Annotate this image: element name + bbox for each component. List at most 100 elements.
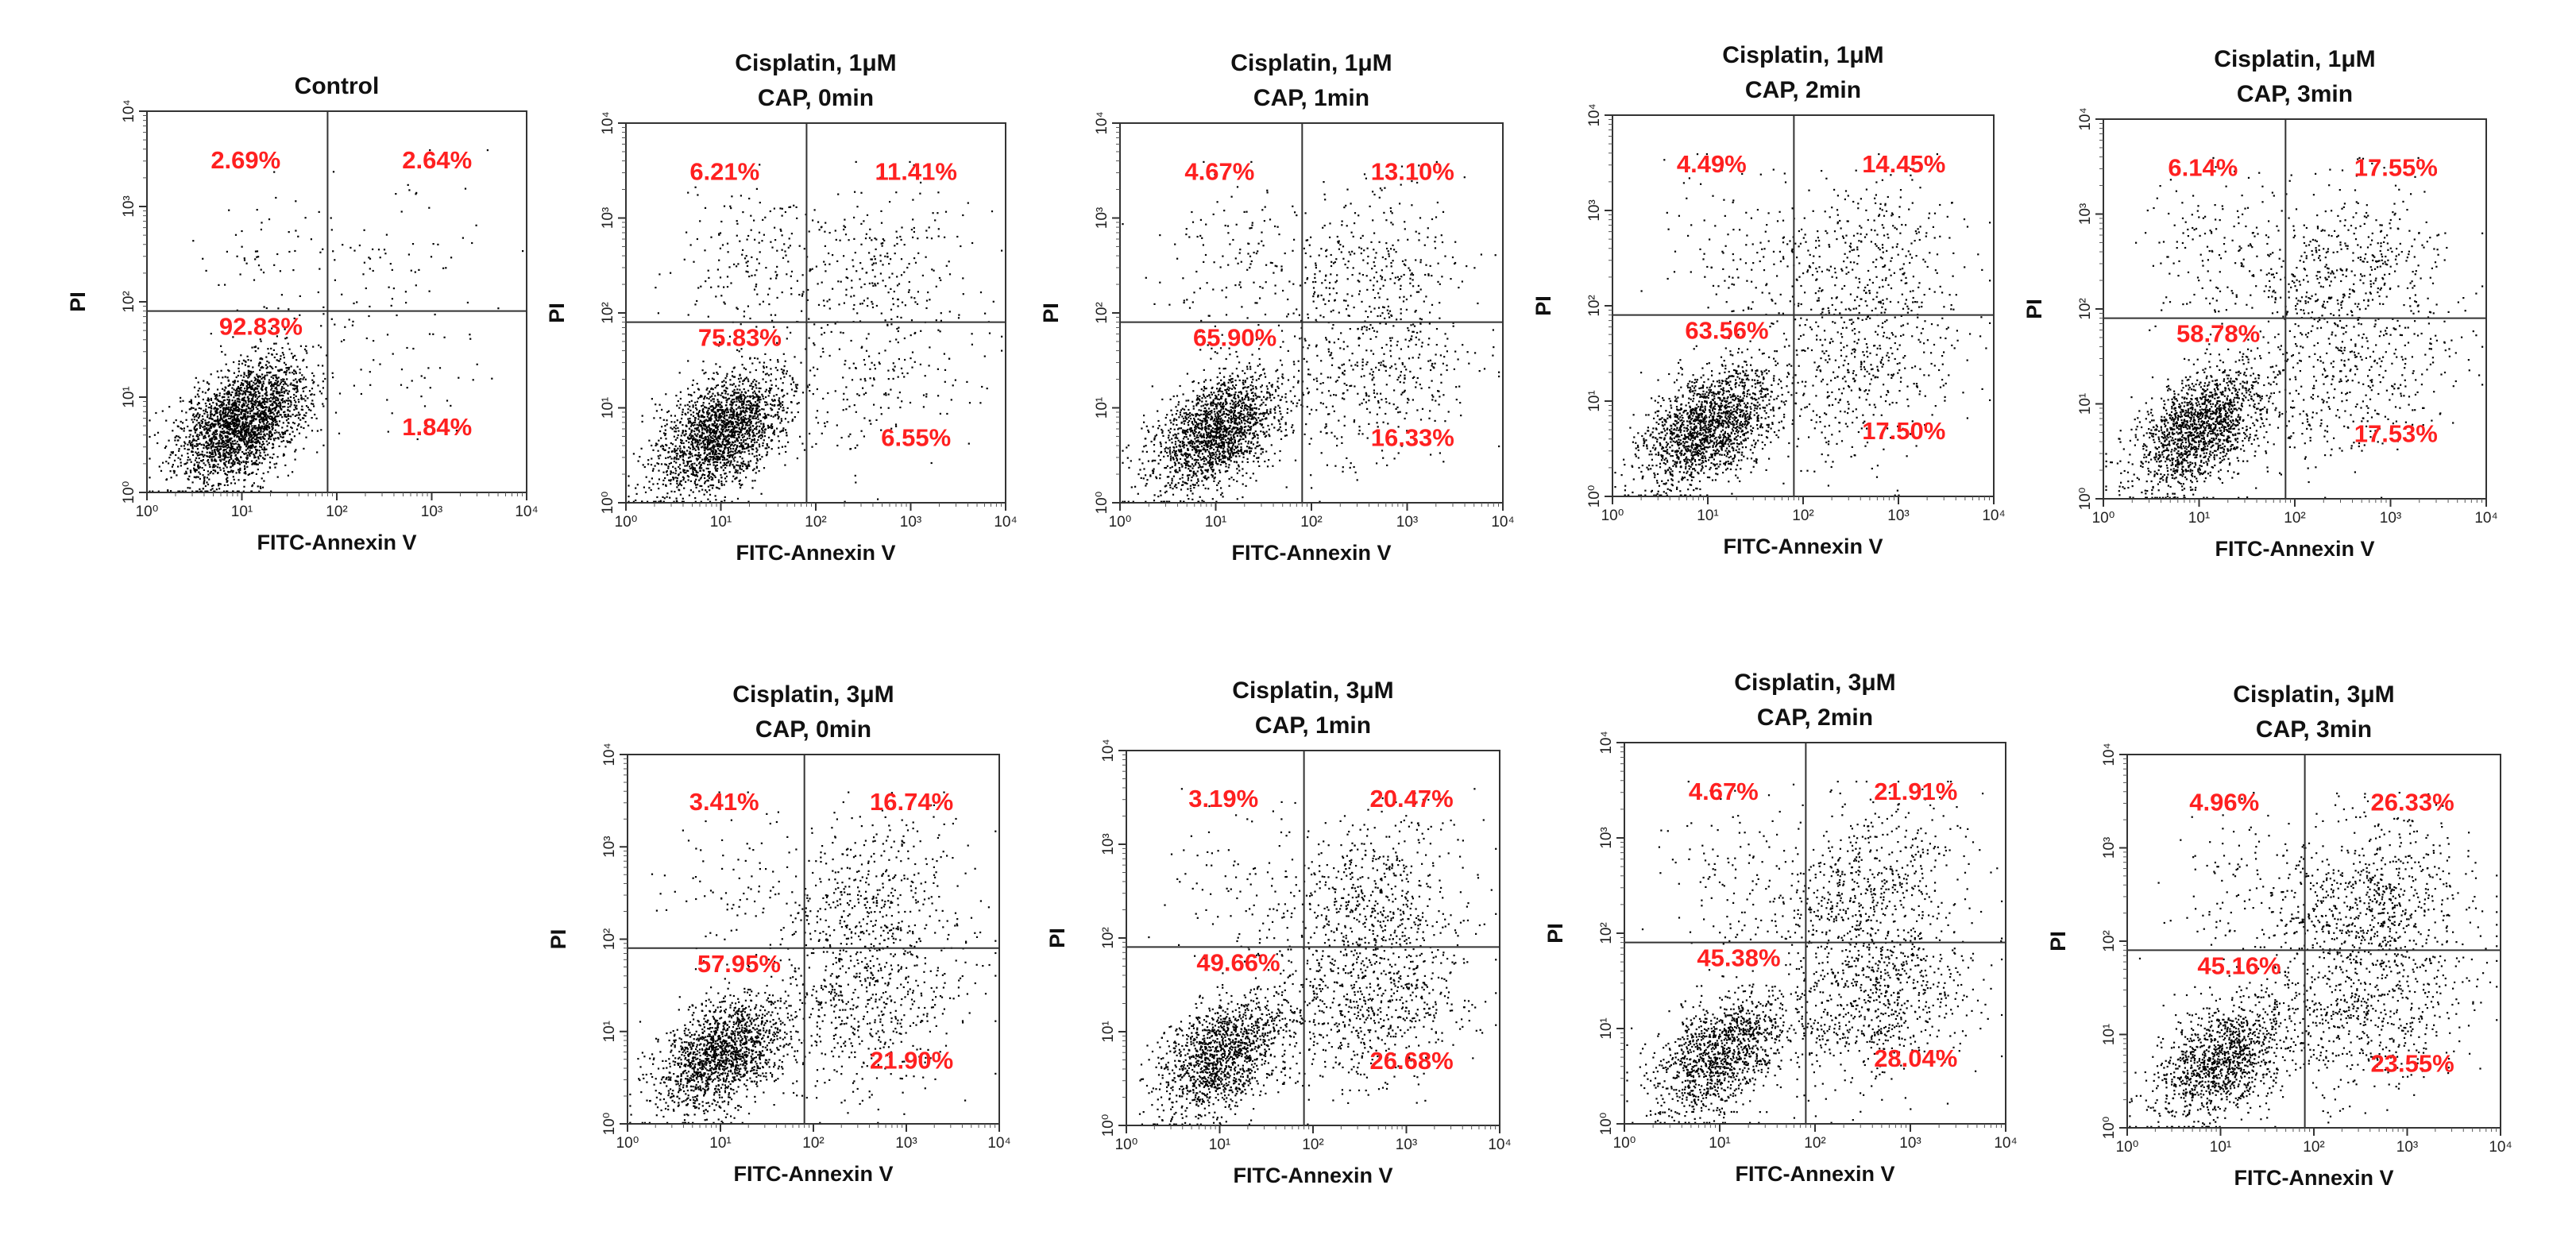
- data-point: [701, 405, 703, 407]
- data-point: [678, 430, 680, 432]
- x-axis-label: FITC-Annexin V: [257, 531, 417, 554]
- data-point: [775, 394, 778, 396]
- data-point: [214, 470, 217, 473]
- data-point: [777, 388, 779, 390]
- data-point: [247, 376, 249, 379]
- data-point: [730, 416, 732, 419]
- data-point: [689, 465, 691, 468]
- data-point: [731, 429, 733, 431]
- data-point: [201, 415, 204, 418]
- data-point: [230, 443, 232, 446]
- data-point: [241, 421, 244, 423]
- data-point: [708, 398, 710, 400]
- data-point: [689, 447, 691, 450]
- data-point: [745, 376, 747, 379]
- data-point: [222, 403, 225, 405]
- data-point: [724, 392, 727, 395]
- data-point: [277, 405, 280, 407]
- data-point: [241, 439, 243, 442]
- data-point: [971, 343, 973, 345]
- data-point: [728, 429, 730, 431]
- data-point: [712, 456, 714, 458]
- data-point: [234, 454, 237, 457]
- data-point: [222, 415, 225, 418]
- data-point: [811, 446, 813, 448]
- data-point: [741, 465, 744, 468]
- data-point: [255, 394, 257, 396]
- data-point: [245, 430, 248, 433]
- data-point: [704, 450, 706, 452]
- data-point: [161, 410, 164, 412]
- data-point: [233, 423, 236, 426]
- data-point: [291, 353, 293, 355]
- data-point: [286, 378, 288, 380]
- data-point: [686, 440, 688, 442]
- data-point: [233, 416, 236, 419]
- data-point: [286, 389, 288, 392]
- data-point: [724, 467, 727, 469]
- data-point: [728, 442, 731, 444]
- data-point: [861, 345, 863, 348]
- data-point: [762, 445, 764, 447]
- data-point: [272, 423, 274, 426]
- data-point: [924, 375, 926, 377]
- data-point: [696, 475, 699, 477]
- data-point: [701, 437, 703, 439]
- data-point: [249, 473, 251, 475]
- data-point: [874, 237, 876, 240]
- data-point: [874, 276, 876, 278]
- data-point: [204, 402, 207, 405]
- data-point: [272, 367, 274, 370]
- data-point: [680, 484, 683, 487]
- data-point: [255, 382, 257, 384]
- data-point: [222, 427, 224, 430]
- data-point: [215, 397, 218, 399]
- data-point: [210, 415, 212, 418]
- data-point: [254, 456, 257, 458]
- data-point: [250, 385, 253, 388]
- data-point: [195, 439, 198, 442]
- data-point: [214, 450, 216, 453]
- data-point: [311, 430, 314, 432]
- data-point: [226, 436, 230, 438]
- data-point: [213, 466, 215, 469]
- data-point: [914, 301, 917, 303]
- data-point: [758, 436, 760, 438]
- data-point: [247, 369, 249, 372]
- data-point: [263, 419, 265, 422]
- data-point: [285, 373, 288, 376]
- data-point: [817, 422, 820, 424]
- data-point: [199, 442, 201, 445]
- data-point: [198, 461, 200, 464]
- data-point: [747, 380, 750, 383]
- data-point: [261, 446, 263, 449]
- data-point: [149, 477, 151, 479]
- data-point: [201, 454, 203, 456]
- data-point: [910, 296, 913, 299]
- data-point: [662, 432, 666, 434]
- data-point: [722, 419, 724, 422]
- data-point: [709, 419, 712, 422]
- data-point: [293, 404, 295, 407]
- data-point: [925, 396, 928, 398]
- data-point: [211, 433, 214, 435]
- data-point: [276, 423, 278, 425]
- data-point: [257, 385, 260, 388]
- data-point: [288, 390, 291, 392]
- data-point: [741, 450, 743, 454]
- data-point: [743, 421, 745, 423]
- data-point: [711, 477, 714, 479]
- data-point: [815, 442, 817, 446]
- data-point: [845, 408, 848, 411]
- data-point: [749, 426, 751, 428]
- data-point: [228, 415, 231, 417]
- data-point: [221, 434, 223, 437]
- data-point: [793, 395, 795, 397]
- data-point: [740, 410, 742, 412]
- data-point: [742, 406, 744, 408]
- data-point: [755, 387, 758, 389]
- data-point: [245, 380, 248, 383]
- data-point: [261, 377, 263, 380]
- data-point: [693, 427, 697, 430]
- y-tick-label: 10⁴: [121, 99, 137, 122]
